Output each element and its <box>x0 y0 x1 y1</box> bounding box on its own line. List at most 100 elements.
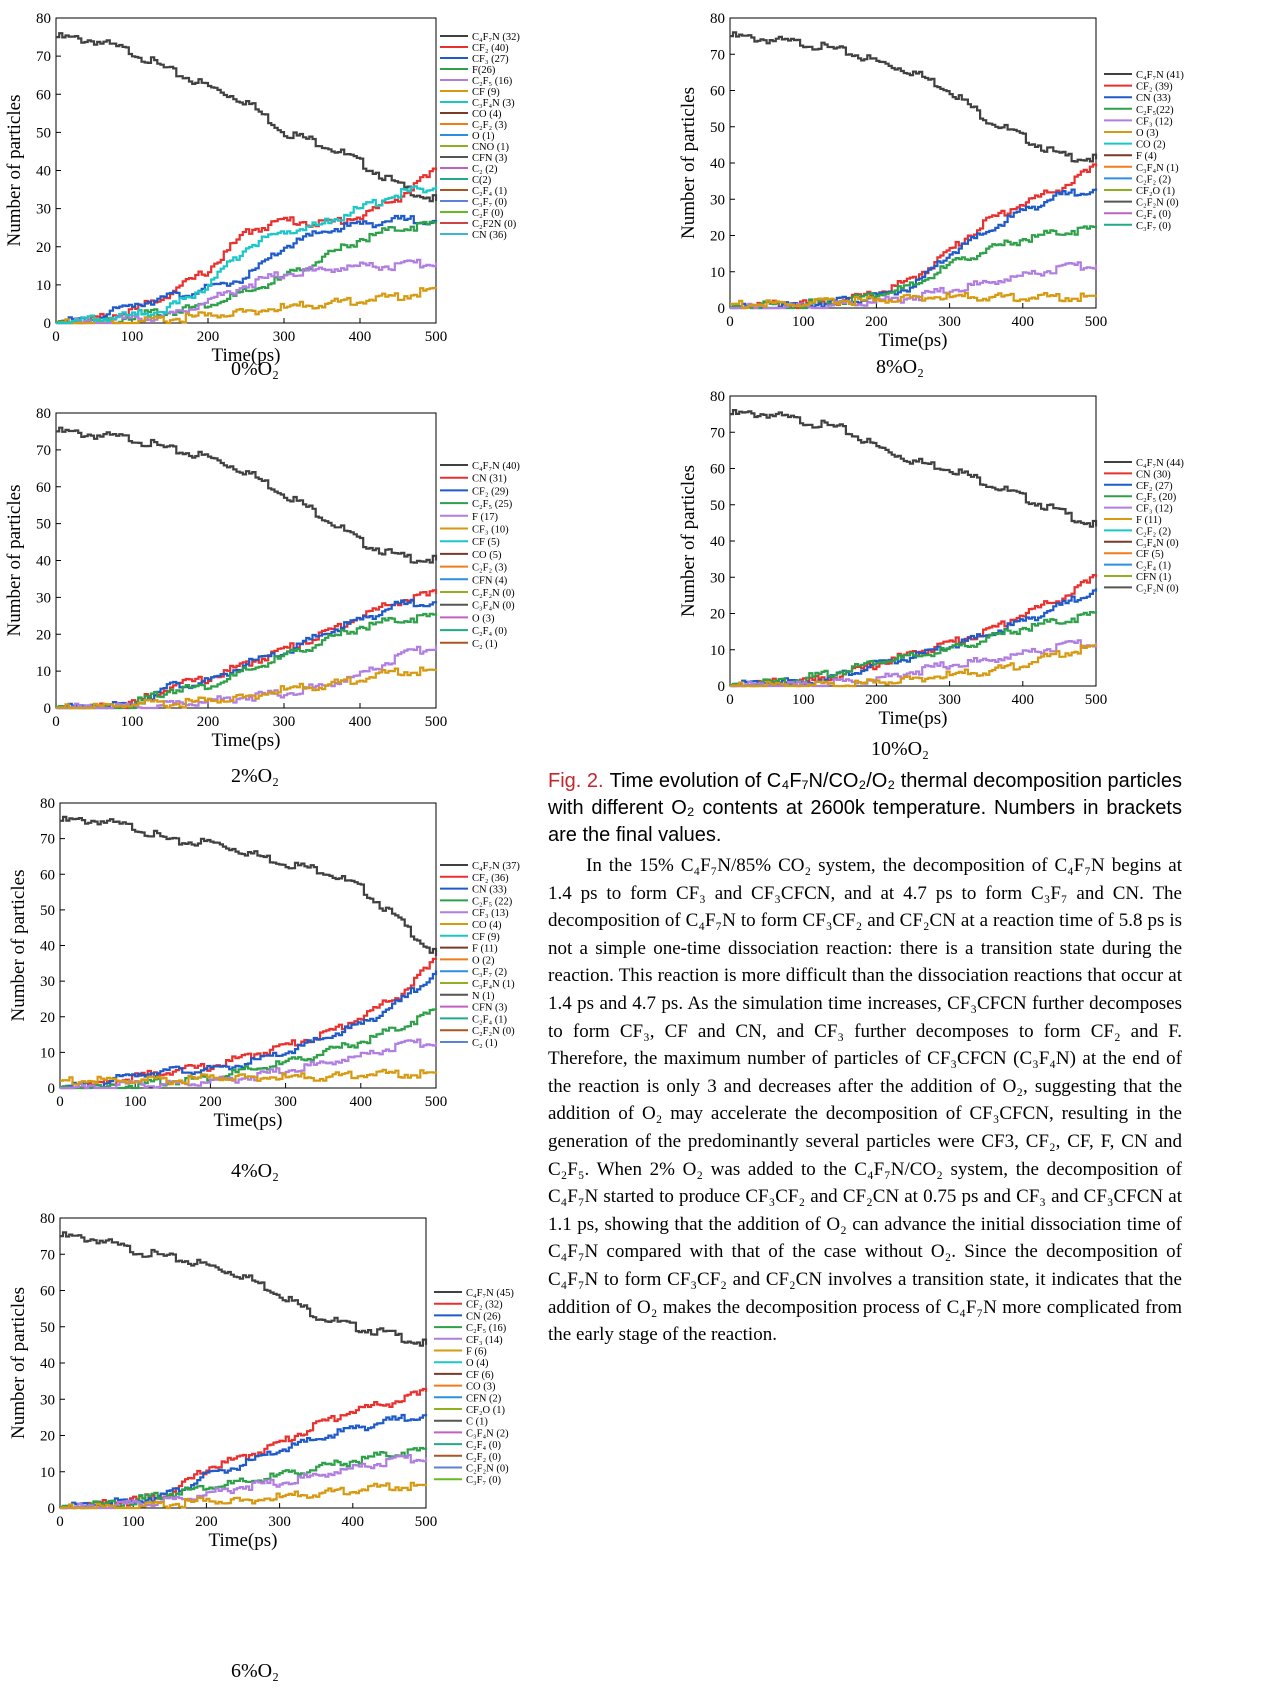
panel-condition-label: 4%O₂ <box>230 1160 280 1182</box>
plot-frame <box>729 395 1097 687</box>
y-tick-label: 70 <box>36 443 51 459</box>
x-axis-label: Time(ps) <box>209 1530 278 1551</box>
x-axis-label: Time(ps) <box>214 1110 283 1131</box>
y-tick-label: 70 <box>36 49 51 65</box>
y-tick-label: 30 <box>40 974 55 990</box>
legend-label: C₂F₅ (25) <box>472 499 513 510</box>
legend-label: CNO (1) <box>472 142 510 153</box>
y-tick-label: 20 <box>40 1010 55 1026</box>
legend-label: C₄F₇N (37) <box>472 861 520 872</box>
y-tick-label: 20 <box>710 607 725 623</box>
legend-label: C₃F₇ (0) <box>1136 221 1172 232</box>
y-tick-label: 80 <box>36 11 51 27</box>
legend-label: C₃F₄N (3) <box>472 98 515 109</box>
chart-svg-4: 0 100 200 300 400 500 0 10 20 30 40 50 60 70 80 Time(ps… <box>678 11 1184 351</box>
x-tick-label: 400 <box>342 1514 365 1530</box>
legend-label: C₂F₄ (0) <box>472 626 508 637</box>
x-tick-label: 100 <box>792 692 815 708</box>
x-tick-label: 400 <box>350 1094 373 1110</box>
x-tick-label: 200 <box>199 1094 222 1110</box>
series-line <box>60 1454 428 1510</box>
x-tick-label: 200 <box>865 314 888 330</box>
legend-label: CF₃ (12) <box>1136 504 1173 515</box>
legend-label: C₃F₄N (0) <box>1136 538 1179 549</box>
chart-panel-2: 0 100 200 300 400 500 0 10 20 30 40 50 60 70 80 Time(ps… <box>0 785 540 1155</box>
legend-label: CF (6) <box>466 1370 494 1381</box>
x-tick-label: 0 <box>52 714 60 730</box>
y-tick-label: 80 <box>710 389 725 405</box>
legend-label: C₃F₄N (0) <box>472 601 515 612</box>
y-tick-label: 50 <box>36 517 51 533</box>
legend-label: C₂F2N (0) <box>472 219 517 230</box>
x-tick-label: 200 <box>197 329 220 345</box>
y-tick-label: 70 <box>40 1247 55 1263</box>
legend-label: F (17) <box>472 512 498 523</box>
series-line <box>56 666 438 710</box>
series-line <box>730 31 1098 163</box>
series-line <box>56 645 438 710</box>
legend-label: CN (30) <box>1136 469 1171 480</box>
x-tick-label: 100 <box>121 329 144 345</box>
y-axis-label: Number of particles <box>4 485 25 637</box>
legend-label: C₃F₄N (1) <box>1136 163 1179 174</box>
legend-label: C₃F₇ (2) <box>472 967 508 978</box>
series-line <box>60 1481 428 1510</box>
y-tick-label: 20 <box>36 240 51 256</box>
chart-panel-3: 0 100 200 300 400 500 0 10 20 30 40 50 60 70 80 Time(ps… <box>0 1200 540 1560</box>
legend-label: CN (31) <box>472 474 507 485</box>
y-tick-label: 0 <box>718 301 726 317</box>
figure-caption: Fig. 2. Time evolution of C₄F₇N/CO₂/O₂ th… <box>548 768 1182 849</box>
legend-label: C₂F₅ (20) <box>1136 492 1177 503</box>
y-axis-label: Number of particles <box>4 95 25 247</box>
legend-label: CO (2) <box>1136 140 1166 151</box>
y-tick-label: 10 <box>40 1465 55 1481</box>
legend-label: CO (3) <box>466 1382 496 1393</box>
legend-label: C₂F₂ (0) <box>466 1452 502 1463</box>
x-tick-label: 0 <box>56 1094 64 1110</box>
y-tick-label: 60 <box>710 462 725 478</box>
legend-label: N (1) <box>472 991 495 1002</box>
chart-panel-1: 0 100 200 300 400 500 0 10 20 30 40 50 60 70 80 Time(ps… <box>0 395 540 765</box>
x-axis-label: Time(ps) <box>879 708 948 729</box>
x-tick-label: 300 <box>274 1094 297 1110</box>
x-tick-label: 400 <box>349 714 372 730</box>
x-tick-label: 300 <box>938 692 961 708</box>
series-line <box>56 220 438 325</box>
legend-label: C₂F (0) <box>472 208 504 219</box>
legend-label: C (1) <box>466 1417 488 1428</box>
plot-frame <box>729 17 1097 309</box>
legend-label: O (3) <box>472 613 495 624</box>
legend-label: C₄F₇N (40) <box>472 461 520 472</box>
x-tick-label: 500 <box>1085 692 1108 708</box>
y-tick-label: 40 <box>710 534 725 550</box>
y-tick-label: 50 <box>710 120 725 136</box>
x-tick-label: 200 <box>197 714 220 730</box>
legend-label: C₂F₂N (0) <box>1136 583 1179 594</box>
series-line <box>60 815 438 957</box>
y-tick-label: 10 <box>40 1045 55 1061</box>
x-tick-label: 300 <box>273 714 296 730</box>
y-tick-label: 50 <box>36 125 51 141</box>
legend-label: CF₂ (32) <box>466 1300 503 1311</box>
legend-label: F (4) <box>1136 151 1157 162</box>
chart-svg-2: 0 100 200 300 400 500 0 10 20 30 40 50 60 70 80 Time(ps… <box>8 796 520 1131</box>
y-tick-label: 30 <box>40 1392 55 1408</box>
y-tick-label: 60 <box>36 87 51 103</box>
y-tick-label: 60 <box>36 480 51 496</box>
x-tick-label: 500 <box>415 1514 438 1530</box>
legend-label: C₂F₄ (1) <box>472 186 508 197</box>
chart-svg-0: 0 100 200 300 400 500 0 10 20 30 40 50 60 70 80 Time(ps… <box>4 11 520 366</box>
legend-label: C₂F₅ (22) <box>472 896 513 907</box>
y-axis-label: Number of particles <box>678 87 699 239</box>
legend-label: CF (9) <box>472 932 500 943</box>
series-line <box>56 612 438 710</box>
legend-label: CF₃ (27) <box>472 54 509 65</box>
x-axis-label: Time(ps) <box>212 345 281 366</box>
series-line <box>60 1413 428 1510</box>
legend-label: CFN (3) <box>472 1003 508 1014</box>
legend-label: C₂F₄ (0) <box>466 1440 502 1451</box>
legend-label: C₂F₂ (3) <box>472 563 508 574</box>
legend-label: O (4) <box>466 1358 489 1369</box>
y-tick-label: 60 <box>40 1284 55 1300</box>
y-axis-label: Number of particles <box>8 870 29 1022</box>
